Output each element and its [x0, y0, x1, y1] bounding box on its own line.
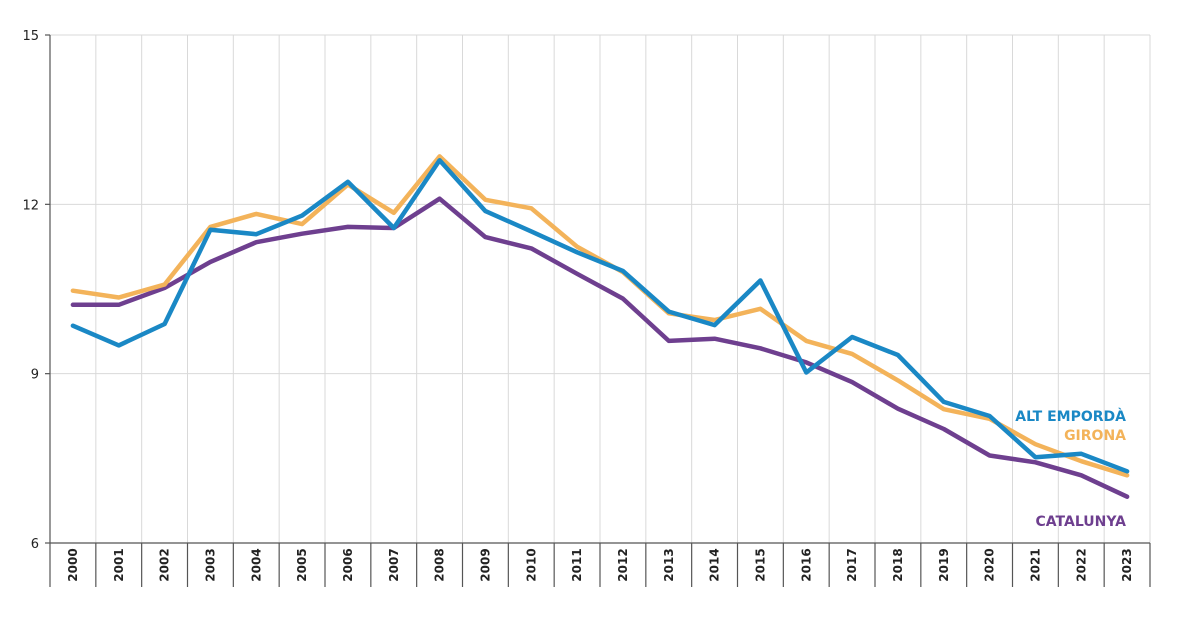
series-label-girona: GIRONA — [1064, 428, 1126, 444]
series-label-catalunya: CATALUNYA — [1036, 514, 1127, 530]
x-tick-label: 2006 — [341, 548, 355, 581]
y-tick-label: 15 — [22, 29, 39, 44]
x-tick-label: 2013 — [662, 548, 676, 581]
x-tick-label: 2000 — [66, 548, 80, 581]
x-tick-label: 2014 — [708, 548, 722, 581]
x-tick-label: 2022 — [1074, 548, 1088, 581]
series-label-alt-empord-: ALT EMPORDÀ — [1015, 408, 1126, 425]
labels: CATALUNYA GIRONA ALT EMPORDÀ — [1015, 408, 1126, 530]
x-tick-label: 2009 — [478, 548, 492, 581]
y-tick-label: 12 — [22, 198, 39, 213]
x-tick-label: 2004 — [249, 548, 263, 581]
x-tick-label: 2021 — [1028, 548, 1042, 581]
x-tick-label: 2011 — [570, 548, 584, 581]
x-tick-label: 2015 — [753, 548, 767, 581]
x-tick-label: 2017 — [845, 548, 859, 581]
y-tick-label: 6 — [31, 537, 39, 552]
x-tick-label: 2007 — [387, 548, 401, 581]
grid — [50, 34, 1151, 543]
x-tick-label: 2018 — [891, 548, 905, 581]
x-tick-label: 2016 — [799, 548, 813, 581]
x-tick-label: 2010 — [524, 548, 538, 581]
x-tick-label: 2005 — [295, 548, 309, 581]
x-tick-label: 2002 — [158, 548, 172, 581]
x-tick-label: 2019 — [937, 548, 951, 581]
x-tick-label: 2020 — [983, 548, 997, 581]
axes: 6 9 12 15 2000 2001 2002 2003 2004 2005 2006 2007 20… — [22, 29, 1151, 587]
x-tick-label: 2003 — [203, 548, 217, 581]
x-tick-label: 2001 — [112, 548, 126, 581]
series-line-alt-empord- — [70, 158, 1130, 474]
y-tick-label: 9 — [31, 368, 39, 383]
series-line-catalunya — [70, 196, 1130, 499]
series — [70, 154, 1130, 499]
x-tick-label: 2012 — [616, 548, 630, 581]
x-tick-label: 2008 — [433, 548, 447, 581]
x-tick-label: 2023 — [1120, 548, 1134, 581]
